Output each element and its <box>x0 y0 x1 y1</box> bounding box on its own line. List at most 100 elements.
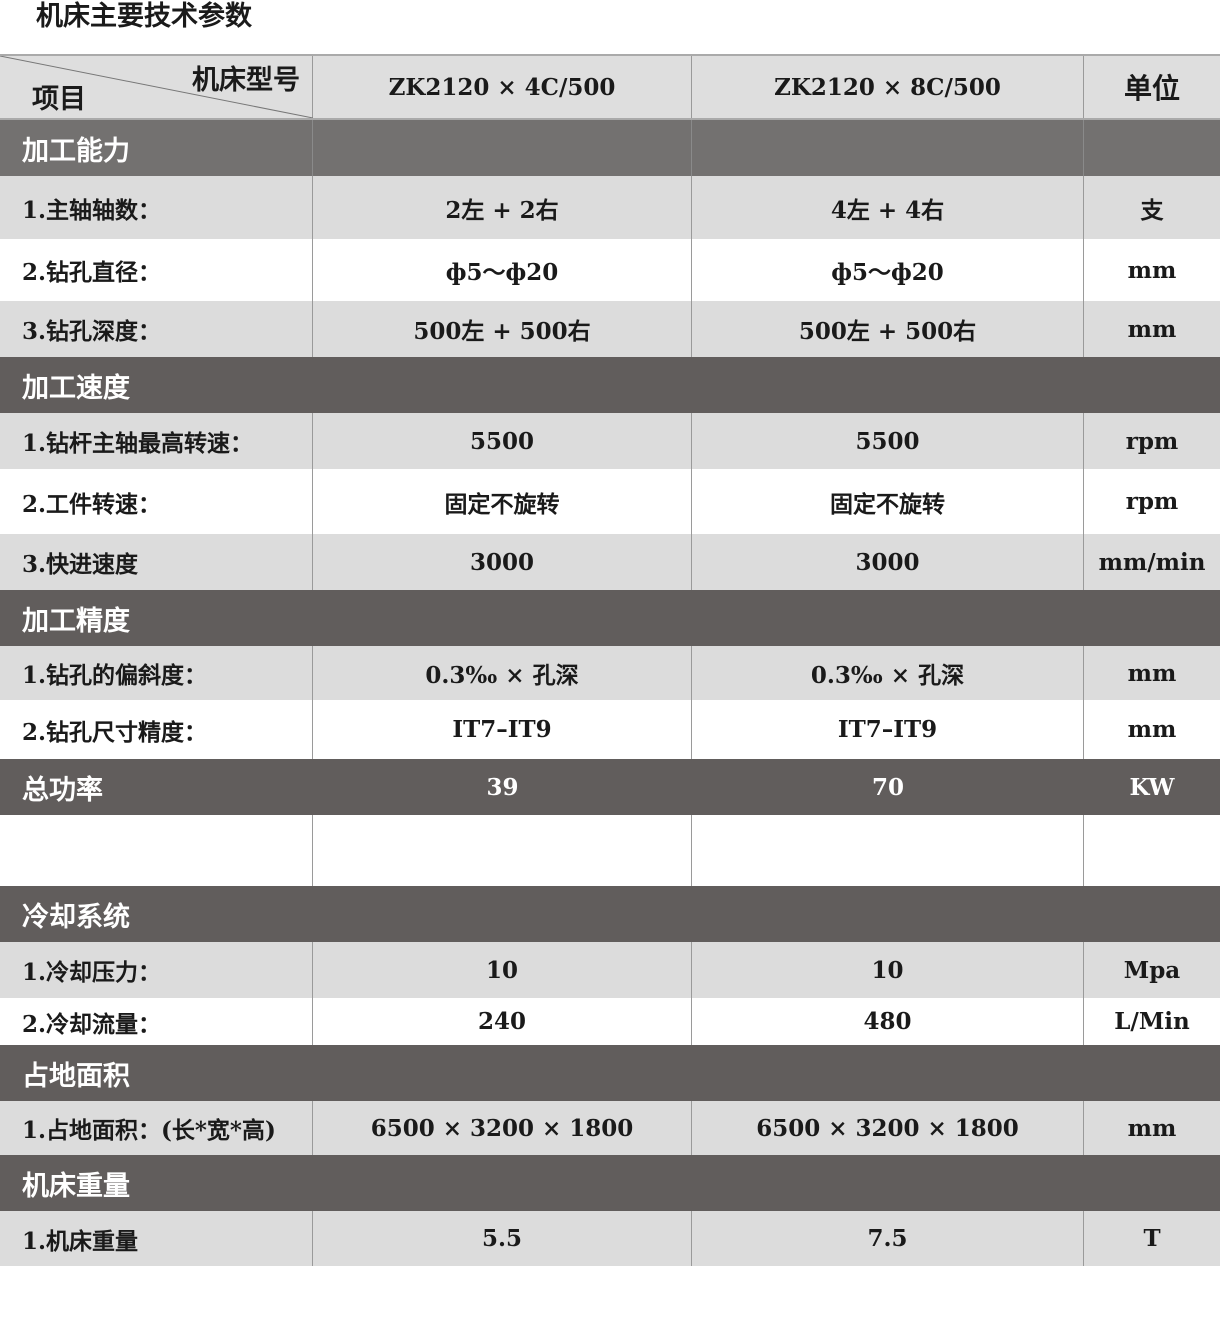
unit-value: KW <box>1129 773 1175 801</box>
blank-row <box>0 815 1220 886</box>
row-label: 3.钻孔深度： <box>0 301 313 357</box>
unit-value <box>1084 886 1220 942</box>
model-1-value <box>313 120 692 176</box>
table-row: 总功率 39 70 KW <box>0 759 1220 815</box>
row-label: 1.钻孔的偏斜度： <box>0 646 313 700</box>
model-2-value: 0.3‰ × 孔深 <box>692 646 1084 700</box>
unit-value <box>1084 590 1220 646</box>
row-label: 机床重量 <box>22 1170 130 1202</box>
row-label: 1.占地面积：(长*宽*高) <box>0 1101 313 1155</box>
row-label: 加工精度 <box>22 605 130 637</box>
unit-value <box>1084 120 1220 176</box>
table-row: 1.钻杆主轴最高转速： 5500 5500 rpm <box>0 413 1220 469</box>
model-2-value: 3000 <box>692 534 1084 590</box>
row-label: 2.钻孔尺寸精度： <box>0 700 313 759</box>
unit-value: Mpa <box>1123 956 1181 984</box>
model-2-value: ф5～ф20 <box>692 239 1084 301</box>
page-title: 机床主要技术参数 <box>36 1 252 32</box>
row-label: 1.冷却压力： <box>0 942 313 998</box>
model-2-value: 70 <box>871 773 904 801</box>
unit-value: mm <box>1127 1114 1177 1142</box>
model-2-value: 500左 + 500右 <box>692 301 1084 357</box>
row-label <box>0 815 313 886</box>
row-label: 加工速度 <box>22 372 130 404</box>
row-label: 加工能力 <box>0 120 313 176</box>
model-1-value <box>313 886 692 942</box>
table-row: 2.工件转速： 固定不旋转 固定不旋转 rpm <box>0 469 1220 534</box>
section-row: 冷却系统 <box>0 886 1220 942</box>
row-label: 2.工件转速： <box>0 469 313 534</box>
model-1-value <box>313 357 692 413</box>
model-1-value: 2左 + 2右 <box>313 176 692 239</box>
table-row: 1.主轴轴数： 2左 + 2右 4左 + 4右 支 <box>0 176 1220 239</box>
table-row: 3.快进速度 3000 3000 mm/min <box>0 534 1220 590</box>
unit-value: T <box>1143 1225 1161 1252</box>
row-label: 2.冷却流量： <box>0 998 313 1045</box>
model-2-value <box>692 815 1084 886</box>
model-1-value: 10 <box>313 942 692 998</box>
unit-value: 支 <box>1140 196 1164 224</box>
table-row: 3.钻孔深度： 500左 + 500右 500左 + 500右 mm <box>0 301 1220 357</box>
row-label: 1.机床重量 <box>0 1211 313 1266</box>
unit-value: rpm <box>1125 488 1179 515</box>
unit-value: mm <box>1127 716 1177 743</box>
model-2-value <box>692 120 1084 176</box>
header-corner-cell: 机床型号 项目 <box>0 56 313 118</box>
row-label: 3.快进速度 <box>0 534 313 590</box>
model-1-value: 固定不旋转 <box>313 469 692 534</box>
unit-value: mm <box>1127 256 1177 284</box>
model-2-value: 7.5 <box>692 1211 1084 1266</box>
row-label: 占地面积 <box>22 1060 130 1092</box>
unit-value: rpm <box>1125 427 1179 455</box>
row-label: 1.钻杆主轴最高转速： <box>0 413 313 469</box>
model-2-value: IT7–IT9 <box>692 700 1084 759</box>
model-1-header: ZK2120 × 4C/500 <box>313 56 692 118</box>
unit-value: mm <box>1127 315 1177 343</box>
model-2-value <box>692 1045 1084 1101</box>
model-2-value: 6500 × 3200 × 1800 <box>692 1101 1084 1155</box>
row-label: 1.主轴轴数： <box>0 176 313 239</box>
model-1-value: 0.3‰ × 孔深 <box>313 646 692 700</box>
model-1-value: 500左 + 500右 <box>313 301 692 357</box>
model-2-value <box>692 357 1084 413</box>
table-row: 2.钻孔直径： ф5～ф20 ф5～ф20 mm <box>0 239 1220 301</box>
model-2-value <box>692 886 1084 942</box>
section-row: 加工精度 <box>0 590 1220 646</box>
model-1-value: 5500 <box>313 413 692 469</box>
diagonal-divider <box>0 56 313 118</box>
item-label: 项目 <box>32 84 86 115</box>
model-2-value: 4左 + 4右 <box>692 176 1084 239</box>
unit-value: mm <box>1127 659 1177 687</box>
model-1-value: 39 <box>486 773 519 801</box>
unit-value <box>1084 357 1220 413</box>
model-2-value: 固定不旋转 <box>692 469 1084 534</box>
model-1-value: 240 <box>313 998 692 1045</box>
model-1-value <box>313 1155 692 1211</box>
table-row: 2.钻孔尺寸精度： IT7–IT9 IT7–IT9 mm <box>0 700 1220 759</box>
section-row: 占地面积 <box>0 1045 1220 1101</box>
model-1-value: 3000 <box>313 534 692 590</box>
section-row: 加工能力 <box>0 120 1220 176</box>
model-label: 机床型号 <box>192 65 300 96</box>
model-1-value: 6500 × 3200 × 1800 <box>313 1101 692 1155</box>
model-1-value <box>313 815 692 886</box>
unit-value <box>1084 815 1220 886</box>
table-header: 机床型号 项目 ZK2120 × 4C/500 ZK2120 × 8C/500 … <box>0 56 1220 120</box>
model-1-value: ф5～ф20 <box>313 239 692 301</box>
table-row: 1.机床重量 5.5 7.5 T <box>0 1211 1220 1266</box>
row-label: 2.钻孔直径： <box>0 239 313 301</box>
model-2-value: 480 <box>692 998 1084 1045</box>
table-row: 2.冷却流量： 240 480 L/Min <box>0 998 1220 1045</box>
model-1-value <box>313 1045 692 1101</box>
unit-value: mm/min <box>1098 548 1206 576</box>
table-row: 1.冷却压力： 10 10 Mpa <box>0 942 1220 998</box>
row-label: 冷却系统 <box>22 901 130 933</box>
unit-value: L/Min <box>1114 1008 1190 1035</box>
table-row: 1.钻孔的偏斜度： 0.3‰ × 孔深 0.3‰ × 孔深 mm <box>0 646 1220 700</box>
model-2-value: 5500 <box>692 413 1084 469</box>
row-label: 总功率 <box>22 774 103 806</box>
model-1-value <box>313 590 692 646</box>
model-1-value: 5.5 <box>313 1211 692 1266</box>
unit-value <box>1084 1045 1220 1101</box>
unit-header: 单位 <box>1123 72 1180 105</box>
